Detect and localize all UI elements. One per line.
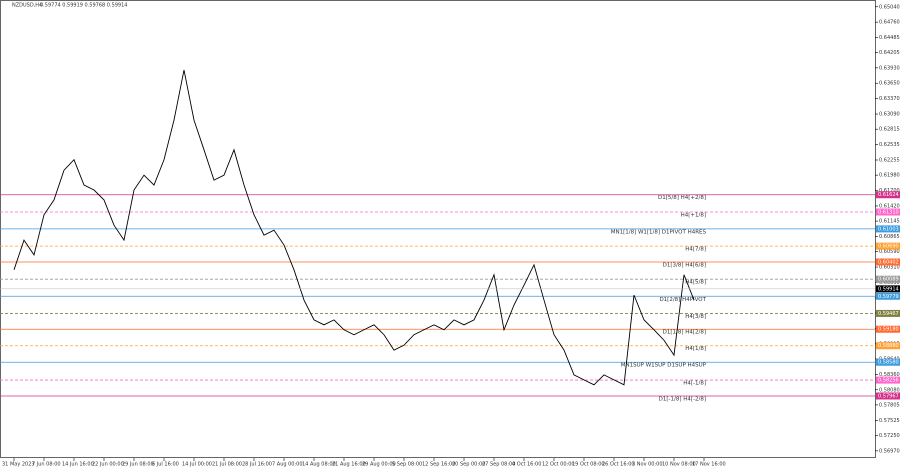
price-box [876,258,900,266]
price-box-label: 0.59779 [878,294,899,300]
price-box-label: 0.59467 [878,311,899,317]
price-box [876,292,900,300]
x-tick-label: 7 Jun 08:00 [32,462,61,468]
level-label: D1[1/8] H4[2/8] [663,330,706,336]
level-label: MN1SUP W1SUP D1SUP H4SUP [621,363,707,369]
level-label: H4[-1/8] [683,381,706,387]
y-tick-label: 0.60030 [879,280,900,286]
y-tick-label: 0.61145 [879,219,900,225]
price-box-label: 0.58580 [878,360,899,366]
price-box-label: 0.60089 [878,277,899,283]
y-tick-label: 0.57250 [879,433,900,439]
y-tick-label: 0.61420 [879,203,900,209]
x-tick-label: 14 Jun 16:00 [62,462,94,468]
price-box [876,191,900,199]
x-tick-label: 17 Nov 16:00 [692,462,726,468]
price-box [876,225,900,233]
y-tick-label: 0.64205 [879,50,900,56]
level-label: MN1[1/8] W1[1/8] D1PIVOT H4RES [611,229,707,235]
x-tick-label: 19 Oct 08:00 [572,462,605,468]
price-box-label: 0.61310 [878,210,899,216]
x-tick-label: 10 Nov 08:00 [662,462,696,468]
x-tick-label: 14 Jul 00:00 [182,462,212,468]
y-tick-label: 0.56970 [879,448,900,454]
x-tick-label: 31 May 2023 [2,462,35,468]
y-tick-label: 0.61700 [879,188,900,194]
level-label: D1[-1/8] H4[-2/8] [659,396,706,402]
price-box [876,275,900,283]
price-box [876,325,900,333]
y-tick-label: 0.57805 [879,402,900,408]
price-box-label: 0.60402 [878,259,899,265]
price-box [876,342,900,350]
price-box-label: 0.61003 [878,226,899,232]
price-box [876,392,900,400]
price-box-label: 0.58256 [878,378,899,384]
y-tick-label: 0.63370 [879,96,900,102]
x-tick-label: 29 Jun 08:00 [122,462,154,468]
current-price-label: 0.59914 [878,286,899,292]
level-label: H4[+1/8] [681,213,706,219]
level-label: D1[3/8] H4[6/8] [663,262,706,268]
level-label: D1[2/8] H4PIVOT [659,297,706,303]
x-tick-label: 6 Jul 16:00 [152,462,179,468]
price-box [876,358,900,366]
x-tick-label: 4 Oct 16:00 [512,462,541,468]
x-tick-label: 14 Aug 08:00 [302,462,336,468]
price-box [876,285,900,293]
x-tick-label: 5 Sep 08:00 [392,462,422,468]
level-label: H4[1/8] [685,346,706,352]
x-tick-label: 22 Jun 00:00 [92,462,124,468]
y-tick-label: 0.58080 [879,387,900,393]
y-tick-label: 0.58360 [879,372,900,378]
level-label: H4[3/8] [685,314,706,320]
y-tick-label: 0.60590 [879,249,900,255]
x-tick-label: 12 Oct 00:00 [542,462,575,468]
level-label: H4[7/8] [685,247,706,253]
y-tick-label: 0.62255 [879,158,900,164]
y-tick-label: 0.63930 [879,65,900,71]
price-box [876,208,900,216]
y-tick-label: 0.62535 [879,142,900,148]
y-tick-label: 0.65040 [879,4,900,10]
x-tick-label: 28 Jul 16:00 [242,462,272,468]
price-box [876,242,900,250]
price-box-label: 0.61624 [878,192,899,198]
x-tick-label: 21 Jul 08:00 [212,462,242,468]
x-tick-label: 20 Sep 00:00 [452,462,485,468]
price-line [13,69,695,386]
x-tick-label: 21 Aug 16:00 [332,462,366,468]
price-box-label: 0.60690 [878,244,899,250]
x-tick-label: 26 Oct 16:00 [602,462,635,468]
chart-title: NZDUSD,H4 [12,3,42,9]
y-tick-label: 0.57525 [879,418,900,424]
price-box-label: 0.59180 [878,327,899,333]
y-tick-label: 0.62815 [879,127,900,133]
y-tick-label: 0.64760 [879,20,900,26]
price-box-label: 0.57967 [878,393,899,399]
y-tick-label: 0.60865 [879,234,900,240]
y-tick-label: 0.64485 [879,35,900,41]
y-tick-label: 0.63090 [879,112,900,118]
price-box [876,376,900,384]
price-box-label: 0.58880 [878,343,899,349]
y-tick-label: 0.60310 [879,265,900,271]
x-tick-label: 27 Sep 08:00 [482,462,515,468]
x-tick-label: 7 Aug 00:00 [272,462,303,468]
y-tick-label: 0.63650 [879,81,900,87]
x-tick-label: 3 Nov 00:00 [632,462,663,468]
x-tick-label: 12 Sep 16:00 [422,462,455,468]
level-label: D1[5/8] H4[+2/8] [658,195,706,201]
price-box [876,309,900,317]
y-tick-label: 0.61980 [879,173,900,179]
chart-subtitle: 0.59774 0.59919 0.59768 0.59914 [40,3,127,9]
x-tick-label: 29 Aug 00:00 [362,462,396,468]
level-label: H4[5/8] [685,280,706,286]
